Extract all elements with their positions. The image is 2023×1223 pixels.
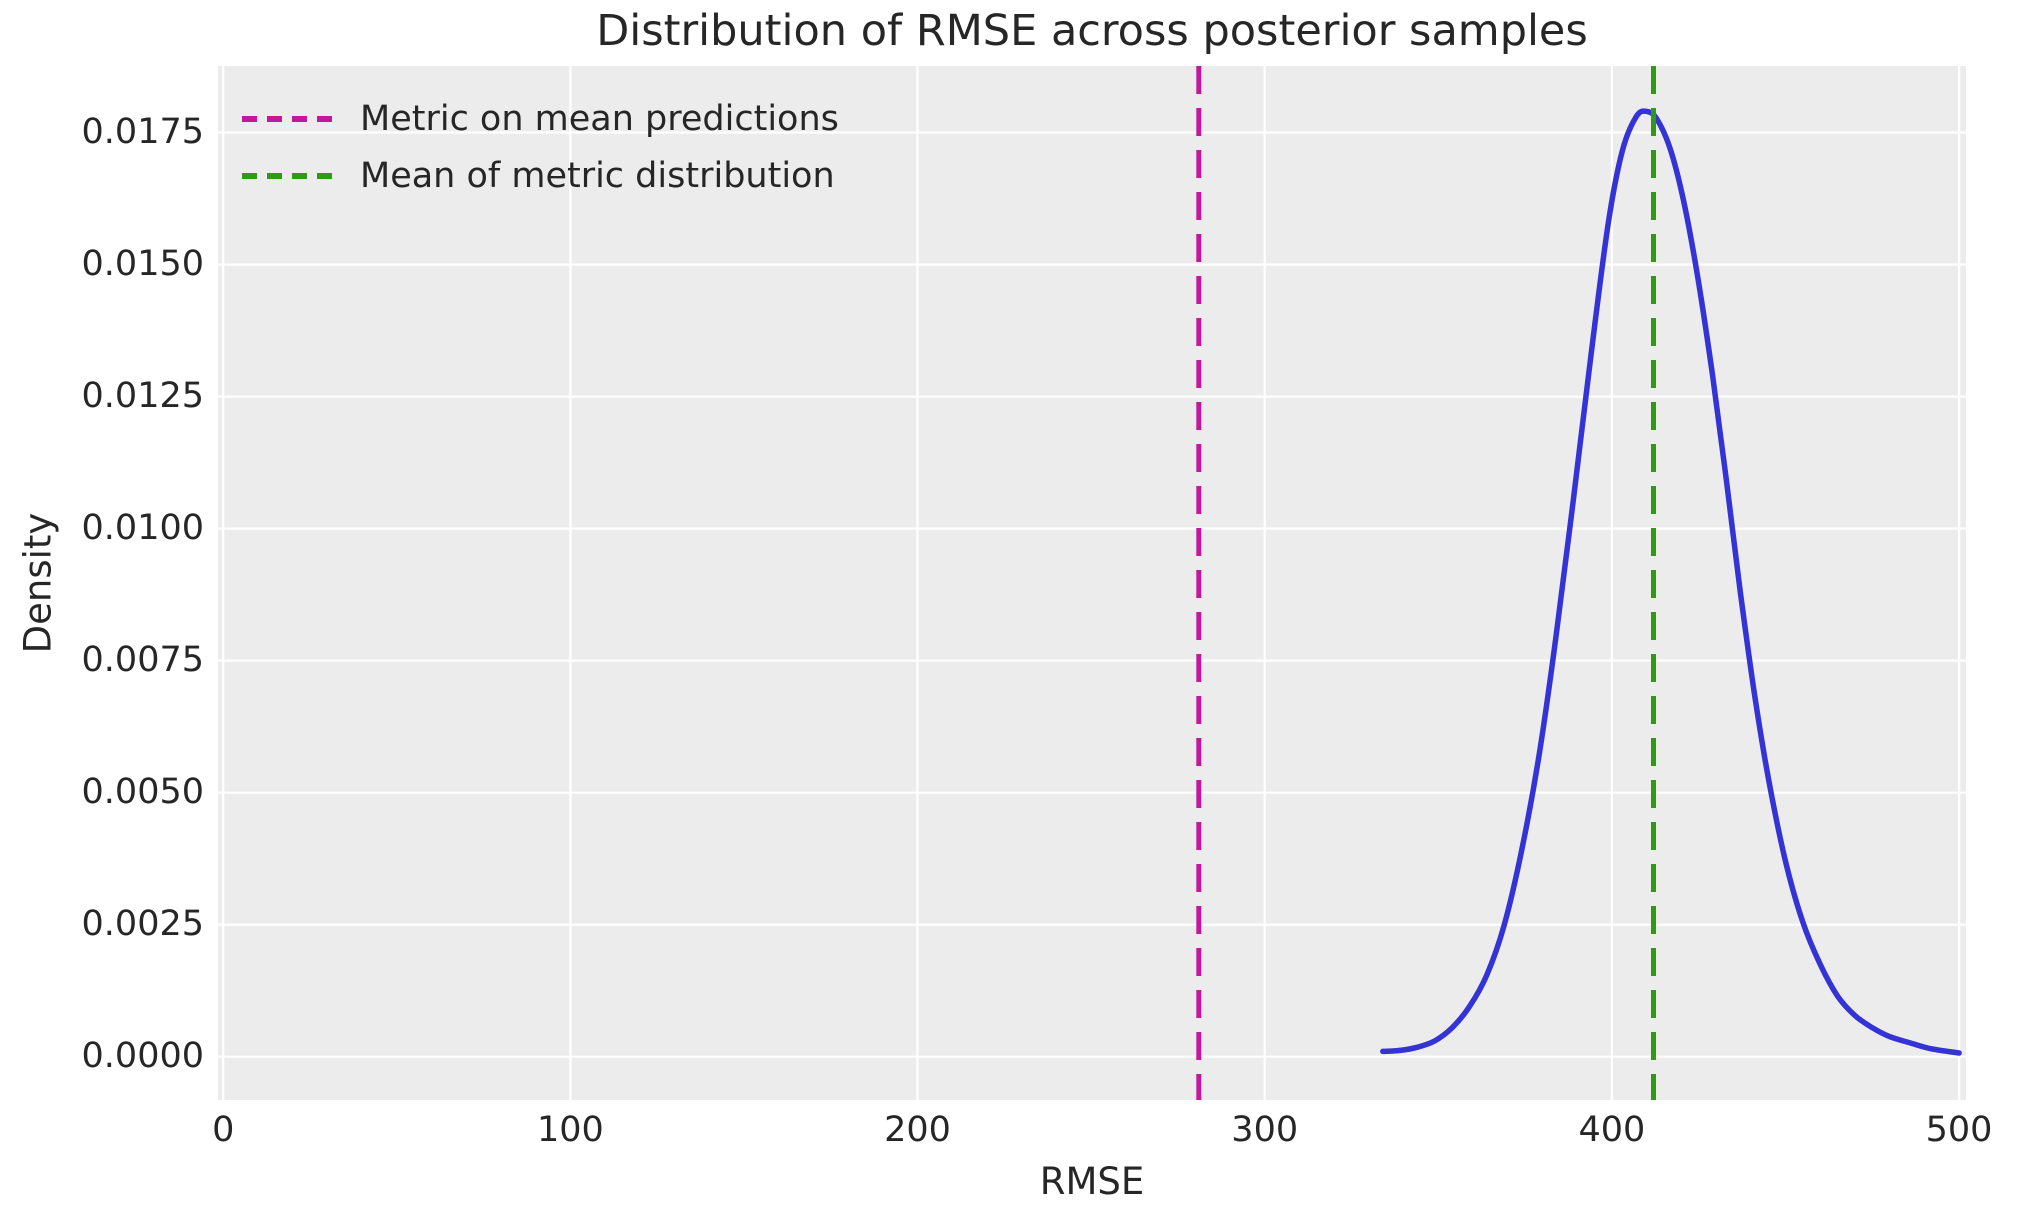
y-axis-label: Density (16, 512, 60, 654)
x-tick-label: 200 (884, 1110, 951, 1150)
y-tick-label: 0.0150 (81, 243, 204, 284)
green-dashed-line-icon (242, 172, 334, 179)
y-tick-label: 0.0125 (81, 375, 204, 416)
legend-label: Metric on mean predictions (360, 98, 839, 139)
y-tick-label: 0.0050 (81, 771, 204, 812)
legend-entry-metric-on-mean-predictions: Metric on mean predictions (242, 90, 839, 147)
y-tick-label: 0.0175 (81, 111, 204, 152)
x-tick-label: 400 (1578, 1110, 1646, 1150)
y-tick-label: 0.0100 (81, 507, 204, 548)
magenta-dashed-line-icon (242, 115, 334, 122)
plot-area (218, 66, 1966, 1100)
x-tick-label: 0 (212, 1110, 235, 1150)
kde-plot-svg (218, 66, 1966, 1100)
panel-background (218, 66, 1966, 1100)
legend: Metric on mean predictions Mean of metri… (242, 90, 839, 204)
legend-label: Mean of metric distribution (360, 155, 835, 196)
y-tick-label: 0.0075 (81, 639, 204, 680)
y-tick-label: 0.0000 (81, 1035, 204, 1076)
x-tick-label: 500 (1925, 1110, 1993, 1150)
x-tick-label: 300 (1231, 1110, 1299, 1150)
x-axis-label: RMSE (1039, 1160, 1145, 1203)
legend-entry-mean-of-metric-distribution: Mean of metric distribution (242, 147, 839, 204)
kde-curve (1380, 108, 1962, 1056)
x-tick-label: 100 (536, 1110, 604, 1150)
y-tick-label: 0.0025 (81, 903, 204, 944)
chart-title: Distribution of RMSE across posterior sa… (596, 6, 1588, 56)
